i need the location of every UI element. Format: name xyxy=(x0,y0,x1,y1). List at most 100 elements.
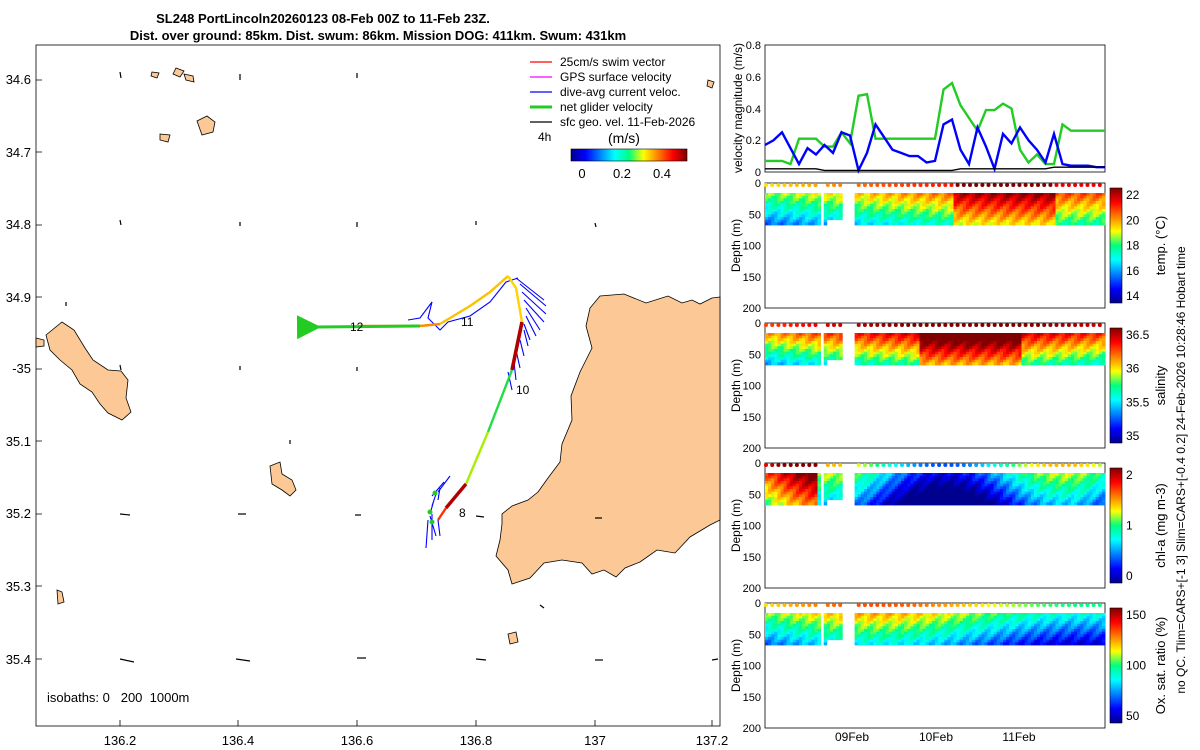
profile-cell xyxy=(1015,343,1019,347)
profile-cell xyxy=(981,214,985,218)
profile-cell xyxy=(802,198,806,202)
profile-cell xyxy=(891,483,896,487)
profile-cell xyxy=(1012,222,1016,226)
profile-cell xyxy=(913,629,917,633)
profile-cell xyxy=(944,209,948,213)
profile-cell xyxy=(894,499,899,503)
profile-cell xyxy=(981,473,985,477)
profile-cell xyxy=(1033,341,1038,345)
profile-cell xyxy=(1064,341,1069,345)
profile-cell xyxy=(901,475,905,479)
profile-cell xyxy=(904,354,908,358)
profile-cell xyxy=(913,193,917,197)
profile-cell xyxy=(882,621,886,625)
profile-cell xyxy=(1095,473,1100,477)
profile-cell xyxy=(1006,494,1010,498)
profile-cell xyxy=(765,629,769,633)
colorbar-prefix: 4h xyxy=(538,130,551,144)
profile-cell xyxy=(962,615,967,619)
profile-cell xyxy=(894,491,899,495)
profile-cell xyxy=(904,478,908,482)
profile-cell xyxy=(1012,201,1016,205)
profile-cell xyxy=(1040,354,1044,358)
profile-cell xyxy=(805,639,809,643)
profile-cell xyxy=(935,343,939,347)
profile-cell xyxy=(795,486,800,490)
profile-cell xyxy=(928,634,933,638)
profile-cell xyxy=(873,357,877,361)
profile-cell xyxy=(1024,486,1029,490)
profile-cell xyxy=(777,615,781,619)
profile-cell xyxy=(774,219,778,223)
profile-cell xyxy=(996,219,1001,223)
profile-cell xyxy=(944,494,948,498)
profile-cell xyxy=(1037,483,1041,487)
profile-cell xyxy=(993,354,998,358)
profile-cell xyxy=(839,494,843,498)
profile-cell xyxy=(931,198,936,202)
profile-cell xyxy=(962,481,967,485)
profile-cell xyxy=(808,618,812,622)
velocity-series-line xyxy=(765,81,1105,166)
profile-cell xyxy=(1003,349,1007,353)
profile-cell xyxy=(1009,486,1013,490)
profile-cell xyxy=(1071,359,1075,363)
profile-cell xyxy=(956,201,961,205)
profile-cell xyxy=(1018,621,1022,625)
profile-cell xyxy=(938,478,942,482)
profile-cell xyxy=(1061,219,1066,223)
profile-cell xyxy=(870,219,874,223)
profile-cell xyxy=(854,629,859,633)
profile-cell xyxy=(799,351,803,355)
profile-cell xyxy=(919,206,923,210)
profile-cell xyxy=(879,351,883,355)
profile-cell xyxy=(795,338,800,342)
profile-cell xyxy=(1012,621,1016,625)
profile-cell xyxy=(817,198,821,202)
profile-cell xyxy=(925,206,930,210)
profile-cell xyxy=(981,346,985,350)
profile-cell xyxy=(925,343,930,347)
profile-cell xyxy=(786,193,791,197)
profile-cell xyxy=(913,502,917,506)
profile-cell xyxy=(1071,203,1075,207)
profile-cell xyxy=(882,203,886,207)
profile-cell xyxy=(799,219,803,223)
profile-cell xyxy=(941,357,945,361)
profile-cell xyxy=(1018,346,1022,350)
profile-cell xyxy=(984,343,988,347)
profile-cell xyxy=(1058,483,1063,487)
profile-cell xyxy=(972,481,976,485)
profile-cell xyxy=(993,483,998,487)
profile-cell xyxy=(938,621,942,625)
profile-cell xyxy=(907,349,911,353)
profile-cell xyxy=(910,346,914,350)
profile-cell xyxy=(1018,637,1022,641)
profile-cell xyxy=(990,639,995,643)
profile-cell xyxy=(1021,203,1025,207)
profile-cell xyxy=(941,214,945,218)
profile-cell xyxy=(913,351,917,355)
profile-cell xyxy=(910,483,914,487)
profile-cell xyxy=(1083,338,1087,342)
profile-cell xyxy=(1074,473,1078,477)
profile-cell xyxy=(1021,351,1025,355)
profile-cell xyxy=(882,639,886,643)
profile-cell xyxy=(768,193,772,197)
profile-cell xyxy=(1018,333,1022,337)
profile-cell xyxy=(879,473,883,477)
profile-cell xyxy=(1101,478,1106,482)
profile-cell xyxy=(941,346,945,350)
profile-cell xyxy=(817,341,821,345)
profile-cell xyxy=(1086,201,1090,205)
profile-cell xyxy=(789,489,794,493)
profile-cell xyxy=(987,222,991,226)
profile-cell xyxy=(1037,211,1041,215)
profile-cell xyxy=(1015,642,1019,646)
profile-cell xyxy=(1021,626,1025,630)
profile-cell xyxy=(768,639,772,643)
profile-cell xyxy=(802,497,806,501)
profile-cell xyxy=(873,333,877,337)
profile-cell xyxy=(953,222,957,226)
profile-cell xyxy=(941,618,945,622)
